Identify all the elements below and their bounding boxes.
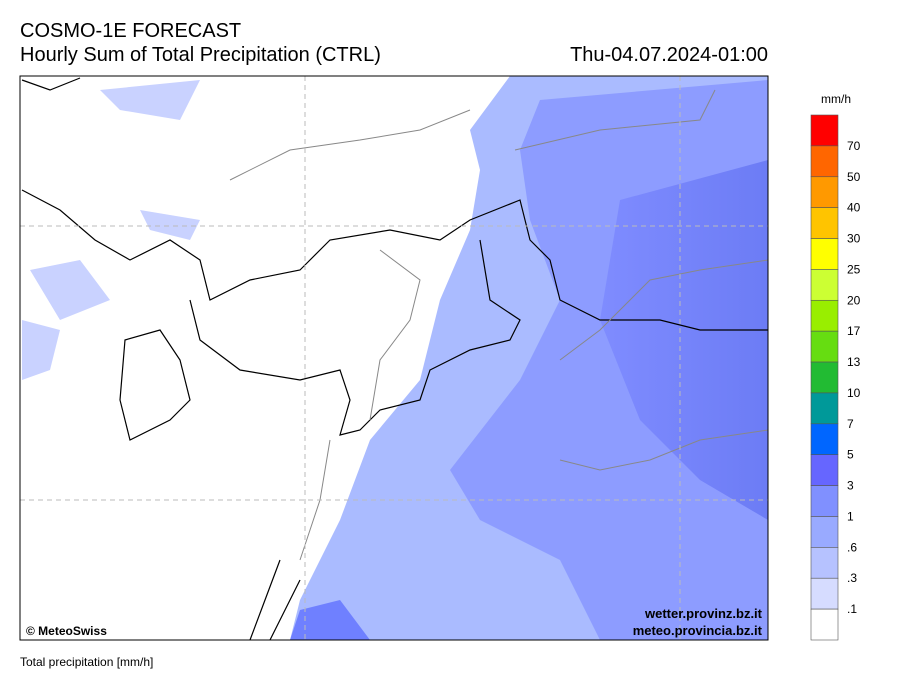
colorbar-label: .1 [847, 602, 857, 616]
colorbar-label: 5 [847, 448, 854, 462]
graticule [20, 76, 768, 640]
colorbar-label: 30 [847, 232, 861, 246]
colorbar-label: 7 [847, 417, 854, 431]
colorbar-box [810, 299, 839, 332]
precip-south [290, 600, 370, 640]
colorbar-box [810, 577, 839, 610]
footer: Total precipitation [mm/h] [20, 655, 153, 669]
colorbar-box [810, 423, 839, 456]
colorbar-label: 25 [847, 262, 861, 276]
precip-west [22, 80, 200, 380]
colorbar-label: 50 [847, 170, 861, 184]
colorbar-box [810, 516, 839, 548]
colorbar-label: .3 [847, 571, 857, 585]
colorbar-label: 13 [847, 355, 861, 369]
colorbar-label: .6 [847, 540, 857, 554]
colorbar-label: 17 [847, 324, 861, 338]
colorbar-box [810, 392, 839, 425]
datetime: Thu-04.07.2024-01:00 [570, 44, 768, 66]
map-frame [19, 75, 769, 641]
colorbar-box [810, 145, 839, 178]
colorbar-label: 70 [847, 139, 861, 153]
colorbar-box [810, 547, 839, 579]
colorbar-box [810, 238, 839, 270]
colorbar-label: 1 [847, 509, 854, 523]
colorbar-box [810, 361, 839, 394]
title: COSMO-1E FORECAST [20, 20, 241, 42]
legend-unit: mm/h [821, 92, 851, 106]
map: © MeteoSwiss wetter.provinz.bz.it meteo.… [19, 75, 769, 641]
colorbar-label: 40 [847, 201, 861, 215]
colorbar-box [810, 330, 839, 363]
url: wetter.provinz.bz.it [644, 606, 763, 621]
colorbar-box [810, 454, 839, 486]
colorbar: mm/h 70 50 40 30 25 20 17 13 10 7 5 3 1 .6 .3 .1 [810, 92, 861, 641]
colorbar-label: 3 [847, 479, 854, 493]
precip-strong [600, 160, 768, 520]
url: meteo.provincia.bz.it [633, 623, 763, 638]
colorbar-box [810, 207, 839, 239]
colorbar-label: 10 [847, 386, 861, 400]
colorbar-box [810, 176, 839, 208]
colorbar-label: 20 [847, 293, 861, 307]
colorbar-box [810, 485, 839, 517]
colorbar-box [810, 608, 839, 641]
colorbar-box [810, 114, 839, 147]
subtitle: Hourly Sum of Total Precipitation (CTRL) [20, 44, 381, 66]
credit: © MeteoSwiss [26, 624, 107, 638]
colorbar-box [810, 269, 839, 301]
